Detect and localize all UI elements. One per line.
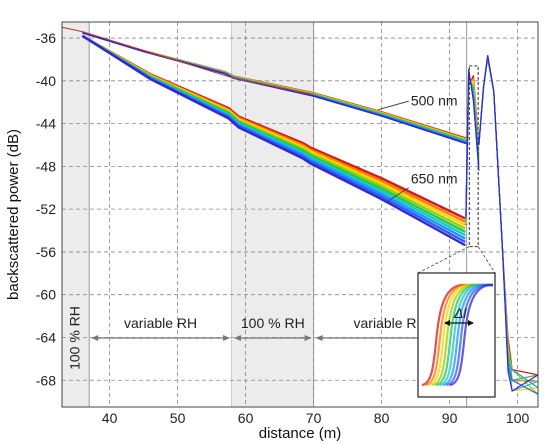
label-500nm-leader [378,100,409,111]
x-tick-label: 40 [102,410,118,426]
delta-arrowhead-right [468,320,474,326]
inset-curve [425,283,493,387]
zone-arrowhead-left [315,335,323,341]
inset-layer: Δl [417,246,496,398]
y-tick-label: -64 [36,329,56,345]
inset-connector [477,246,496,274]
series-reference [62,26,314,96]
reflection-peaks [465,55,538,395]
y-tick-label: -48 [36,158,56,174]
series-line [62,26,314,96]
x-axis-title: distance (m) [259,425,342,442]
zone-arrowhead-right [223,335,230,341]
humidity-zone-label: variable RH [354,315,427,331]
humidity-zone-layer [62,22,468,407]
humidity-zone-label: variable RH [124,315,197,331]
humidity-zone-0 [62,22,90,407]
delta-arrowhead-left [444,320,450,326]
inset-curve [446,283,493,387]
plot-frame [61,21,539,408]
inset-connector [417,246,470,274]
x-tick-label: 80 [374,410,390,426]
peak-line [465,68,480,217]
y-tick-label: -56 [36,244,56,260]
y-tick-label: -60 [36,287,56,303]
x-tick-label: 60 [238,410,254,426]
y-tick-label: -68 [36,372,56,388]
humidity-zone-label: 100 % RH [241,315,305,331]
x-tick-label: 100 [506,410,530,426]
series-650-nm [81,34,466,247]
tick-labels: 40 50 60 70 80 90 100 -36 -40 -44 -48 -52 -56 -60 -64 -… [36,30,530,426]
inset-curve [435,283,493,387]
delta-l-label: Δl [453,305,467,321]
y-axis-title: backscattered power (dB) [5,129,22,300]
y-tick-label: -40 [36,73,56,89]
peak-line [478,55,538,392]
series-layer [62,26,538,395]
inset-curve [421,283,493,387]
zone-range-arrow [91,335,230,341]
y-tick-label: -52 [36,201,56,217]
inset-curve [432,283,493,387]
zone-range-arrow [234,335,312,341]
zone-arrowhead-left [234,335,241,341]
series-line [81,34,466,247]
zone-arrowhead-left [91,335,99,341]
annotation-layer: 500 nm 650 nm [378,92,458,204]
label-650nm-leader [384,187,410,204]
x-tick-label: 50 [170,410,186,426]
zone-arrowhead-right [304,335,312,341]
y-tick-label: -44 [36,116,56,132]
y-tick-label: -36 [36,30,56,46]
label-500nm: 500 nm [411,92,458,108]
label-650nm: 650 nm [411,170,458,186]
inset-curve [442,283,493,387]
inset-curve [428,283,493,387]
inset-curve [439,283,493,387]
humidity-zone-label: 100 % RH [67,306,83,370]
humidity-zone-labels: 100 % RH variable RH 100 % RH variable RH [67,306,465,370]
x-tick-label: 90 [442,410,458,426]
x-tick-label: 70 [306,410,322,426]
inset-curve [449,283,493,387]
